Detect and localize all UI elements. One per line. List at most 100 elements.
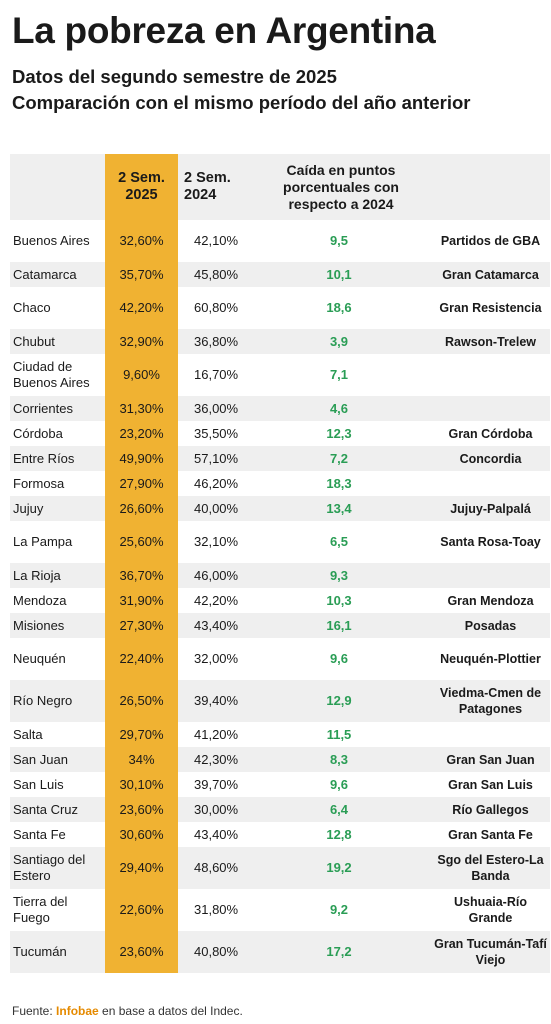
value-2024-cell: 16,70%	[194, 367, 239, 382]
value-2024-cell: 36,80%	[178, 329, 251, 354]
value-2025-cell: 31,90%	[105, 588, 178, 613]
value-2025-cell: 30,10%	[105, 772, 178, 797]
aglomerado-cell: Gran Resistencia	[439, 301, 542, 315]
subtitle: Datos del segundo semestre de 2025 Compa…	[12, 64, 470, 116]
subtitle-line-1: Datos del segundo semestre de 2025	[12, 66, 337, 87]
caida-cell: 9,3	[251, 563, 431, 588]
value-2025-cell: 23,60%	[105, 931, 178, 973]
aglomerado-cell: Viedma-Cmen de Patagones	[431, 680, 550, 722]
value-2024-cell: 35,50%	[194, 425, 239, 441]
aglomerado-cell	[431, 722, 550, 747]
value-2025-cell: 36,70%	[105, 563, 178, 588]
province-cell: Formosa	[13, 475, 65, 491]
caida-cell: 18,3	[326, 475, 352, 491]
aglomerado-cell: Gran Catamarca	[431, 262, 550, 287]
caida-cell: 9,6	[329, 776, 349, 792]
aglomerado-cell: Gran Santa Fe	[448, 827, 533, 842]
caida-cell: 10,1	[251, 262, 431, 287]
caida-cell: 12,3	[326, 425, 352, 441]
table-row: Misiones 27,30% 43,40% 16,1 Posadas	[10, 613, 550, 638]
table-row: Ciudad de Buenos Aires 9,60% 16,70% 7,1	[10, 354, 550, 396]
table-row: Corrientes 31,30% 36,00% 4,6	[10, 396, 550, 421]
caida-cell: 7,2	[251, 446, 431, 471]
table-header-row: 2 Sem. 2025 2 Sem. 2024 Caída en puntos …	[10, 154, 550, 220]
caida-cell: 8,3	[251, 747, 431, 772]
caida-cell: 11,5	[326, 726, 352, 742]
province-cell: Córdoba	[13, 425, 63, 441]
table-row: Río Negro 26,50% 39,40% 12,9 Viedma-Cmen de …	[10, 680, 550, 722]
aglomerado-cell: Neuquén-Plottier	[440, 652, 541, 666]
value-2025-cell: 23,20%	[105, 421, 178, 446]
aglomerado-cell	[431, 563, 550, 588]
table-row: Salta 29,70% 41,20% 11,5	[10, 722, 550, 747]
value-2025-cell: 30,60%	[105, 822, 178, 847]
value-2024-cell: 39,40%	[178, 680, 251, 722]
province-cell: Neuquén	[13, 651, 66, 666]
value-2024-cell: 40,80%	[178, 931, 251, 973]
table-row: La Pampa 25,60% 32,10% 6,5 Santa Rosa-Toay	[10, 521, 550, 563]
caida-cell: 3,9	[251, 329, 431, 354]
province-cell: La Rioja	[10, 563, 105, 588]
value-2024-cell: 32,10%	[194, 534, 239, 549]
value-2024-cell: 42,20%	[194, 592, 239, 608]
table-row: Santiago del Estero 29,40% 48,60% 19,2 Sgo d…	[10, 847, 550, 889]
table-row: Buenos Aires 32,60% 42,10% 9,5 Partidos de G…	[10, 220, 550, 262]
aglomerado-cell: Gran San Luis	[448, 777, 533, 792]
province-cell: Santa Cruz	[10, 797, 105, 822]
value-2024-cell: 46,00%	[178, 563, 251, 588]
value-2024-cell: 41,20%	[194, 726, 239, 742]
aglomerado-cell: Santa Rosa-Toay	[440, 535, 541, 549]
source-prefix: Fuente:	[12, 1004, 57, 1018]
province-cell: Tierra del Fuego	[13, 894, 68, 925]
province-cell: Salta	[13, 726, 43, 742]
table-row: Tierra del Fuego 22,60% 31,80% 9,2 Ushuaia-R…	[10, 889, 550, 931]
province-cell: San Juan	[10, 747, 105, 772]
province-cell: Santa Fe	[13, 826, 66, 842]
caida-cell: 18,6	[326, 300, 352, 315]
table-row: Mendoza 31,90% 42,20% 10,3 Gran Mendoza	[10, 588, 550, 613]
table-row: La Rioja 36,70% 46,00% 9,3	[10, 563, 550, 588]
value-2024-cell: 32,00%	[194, 651, 239, 666]
caida-cell: 7,1	[329, 367, 349, 382]
province-cell: La Pampa	[13, 534, 73, 549]
caida-cell: 9,5	[329, 233, 349, 248]
aglomerado-cell: Posadas	[431, 613, 550, 638]
page-title: La pobreza en Argentina	[12, 10, 436, 51]
province-cell: Chaco	[13, 300, 51, 315]
table-row: San Luis 30,10% 39,70% 9,6 Gran San Luis	[10, 772, 550, 797]
value-2025-cell: 26,50%	[105, 680, 178, 722]
source-note: Fuente: Infobae en base a datos del Inde…	[12, 1004, 243, 1018]
province-cell: Tucumán	[10, 931, 105, 973]
aglomerado-cell	[431, 471, 550, 496]
province-cell: Ciudad de Buenos Aires	[13, 359, 90, 390]
province-cell: Catamarca	[10, 262, 105, 287]
table-body: Buenos Aires 32,60% 42,10% 9,5 Partidos de G…	[10, 220, 550, 973]
aglomerado-cell: Río Gallegos	[431, 797, 550, 822]
aglomerado-cell	[431, 396, 550, 421]
table-row: Santa Cruz 23,60% 30,00% 6,4 Río Gallegos	[10, 797, 550, 822]
value-2024-cell: 45,80%	[178, 262, 251, 287]
source-suffix: en base a datos del Indec.	[98, 1004, 243, 1018]
aglomerado-cell: Gran San Juan	[431, 747, 550, 772]
caida-cell: 12,9	[251, 680, 431, 722]
aglomerado-cell: Gran Mendoza	[447, 593, 534, 608]
province-cell: Río Negro	[10, 680, 105, 722]
value-2025-cell: 27,30%	[105, 613, 178, 638]
value-2024-cell: 42,30%	[178, 747, 251, 772]
value-2025-cell: 22,60%	[105, 889, 178, 931]
caida-cell: 13,4	[251, 496, 431, 521]
caida-cell: 10,3	[326, 592, 352, 608]
province-cell: San Luis	[13, 776, 64, 792]
value-2025-cell: 29,70%	[105, 722, 178, 747]
table-row: San Juan 34% 42,30% 8,3 Gran San Juan	[10, 747, 550, 772]
table-row: Córdoba 23,20% 35,50% 12,3 Gran Córdoba	[10, 421, 550, 446]
value-2024-cell: 46,20%	[194, 475, 239, 491]
province-cell: Jujuy	[10, 496, 105, 521]
caida-cell: 6,4	[251, 797, 431, 822]
table-row: Jujuy 26,60% 40,00% 13,4 Jujuy-Palpalá	[10, 496, 550, 521]
value-2024-cell: 48,60%	[178, 847, 251, 889]
province-cell: Mendoza	[13, 592, 67, 608]
header-2025: 2 Sem. 2025	[105, 154, 178, 220]
value-2024-cell: 57,10%	[178, 446, 251, 471]
value-2025-cell: 23,60%	[105, 797, 178, 822]
